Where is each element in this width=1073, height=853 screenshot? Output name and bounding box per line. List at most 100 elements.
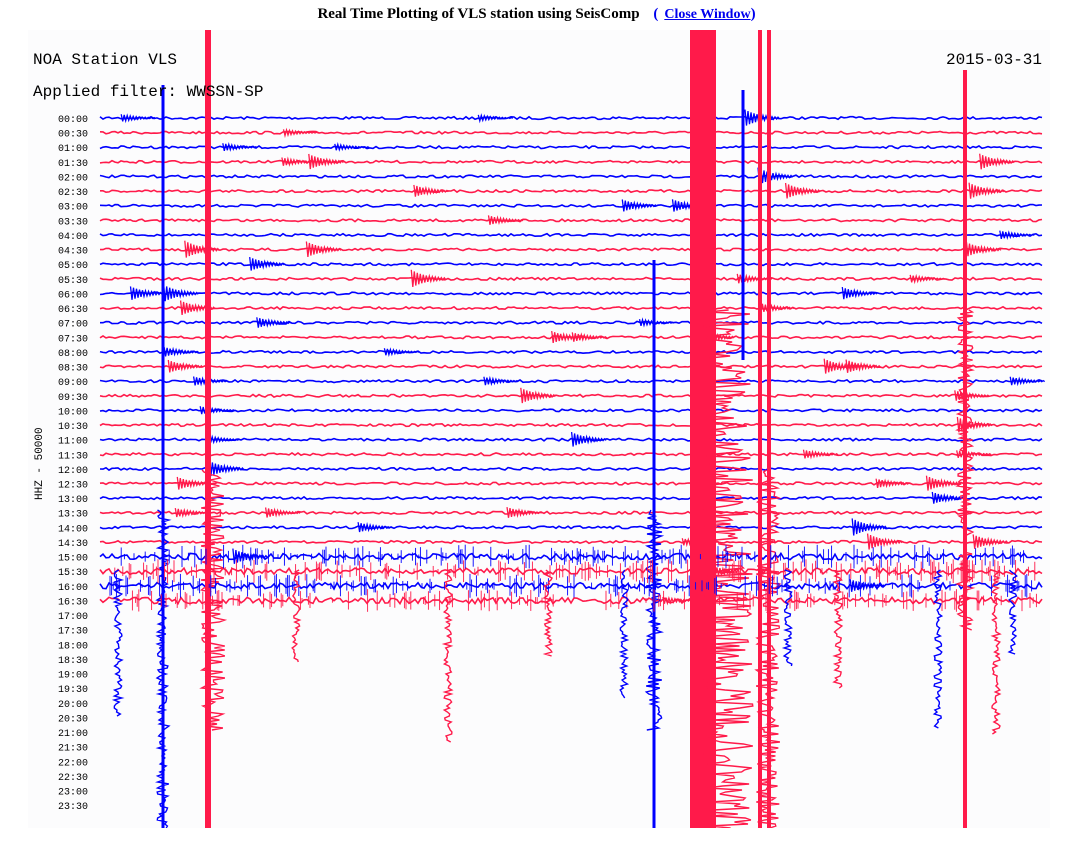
event-wiggle	[383, 347, 420, 358]
page-header: Real Time Plotting of VLS station using …	[0, 6, 1073, 23]
trace-line	[99, 305, 1043, 311]
row-label: 08:30	[58, 364, 88, 375]
row-label: 10:30	[58, 422, 88, 433]
trace-line	[99, 115, 1043, 121]
event-wiggle	[845, 359, 882, 373]
event-wiggle	[506, 507, 542, 519]
aftershock-trace	[781, 569, 793, 667]
row-label: 23:00	[58, 788, 88, 799]
row-label: 20:00	[58, 700, 88, 711]
trace-line	[99, 261, 1043, 267]
row-label: 09:30	[58, 393, 88, 404]
event-wiggle	[979, 153, 1015, 170]
trace-line	[100, 188, 1043, 194]
event-wiggle	[184, 240, 220, 258]
row-label: 12:00	[58, 466, 88, 477]
trace-line	[99, 203, 1043, 208]
row-label: 15:00	[58, 554, 88, 565]
trace-line	[99, 452, 1043, 457]
trace-line	[99, 495, 1043, 501]
row-label: 02:30	[58, 188, 88, 199]
trace-line	[99, 437, 1043, 442]
trace-group	[99, 109, 1046, 606]
burst-group	[109, 30, 1037, 828]
event-wiggle	[849, 579, 886, 592]
aftershock-trace	[542, 569, 555, 657]
row-label: 05:00	[58, 261, 88, 272]
event-column-coda	[754, 469, 782, 828]
event-wiggle	[520, 387, 556, 404]
row-label: 16:00	[58, 583, 88, 594]
event-wiggle	[410, 269, 447, 287]
row-label: 09:00	[58, 378, 88, 389]
row-label: 21:00	[58, 729, 88, 740]
event-wiggle	[638, 317, 675, 328]
trace-line	[99, 595, 1043, 606]
event-column	[758, 30, 762, 828]
event-wiggle	[621, 199, 658, 212]
trace-line	[99, 393, 1043, 399]
event-column-coda	[199, 469, 228, 731]
event-column-coda	[154, 509, 172, 828]
row-label: 04:00	[58, 232, 88, 243]
row-label-group: 00:00 00:30 01:00 01:30 02:00 02:30 03:00 03:30…	[58, 115, 88, 813]
trace-line	[99, 218, 1043, 223]
aftershock-trace	[618, 569, 630, 699]
event-wiggle	[222, 142, 258, 152]
event-wiggle	[129, 286, 166, 300]
row-label: 22:30	[58, 773, 88, 784]
event-wiggle	[866, 533, 903, 550]
close-paren: )	[750, 6, 756, 22]
trace-line	[99, 408, 1043, 413]
event-wiggle	[965, 242, 1002, 257]
row-label: 11:30	[58, 451, 88, 462]
row-label: 11:00	[58, 437, 88, 448]
aftershock-trace	[111, 569, 125, 717]
event-wiggle	[757, 167, 794, 185]
event-wiggle	[909, 273, 946, 285]
aftershock-trace	[990, 569, 1002, 735]
row-label: 21:30	[58, 744, 88, 755]
trace-line	[99, 566, 1043, 576]
open-paren: (	[653, 6, 659, 22]
trace-line	[99, 291, 1043, 296]
event-wiggle	[823, 358, 860, 374]
event-wiggle	[758, 302, 795, 313]
row-label: 19:00	[58, 671, 88, 682]
row-label: 06:00	[58, 290, 88, 301]
event-wiggle	[477, 113, 514, 124]
row-label: 01:00	[58, 144, 88, 155]
row-label: 07:00	[58, 320, 88, 331]
aftershock-trace	[832, 569, 844, 689]
event-wiggle	[784, 182, 821, 199]
row-label: 04:30	[58, 247, 88, 258]
aftershock-trace	[291, 569, 302, 663]
row-label: 16:30	[58, 597, 88, 608]
event-wiggle	[413, 184, 449, 197]
event-column	[205, 30, 211, 828]
event-wiggle	[205, 434, 242, 445]
aftershock-trace	[441, 569, 454, 743]
trace-line	[100, 320, 1043, 325]
event-wiggle	[483, 375, 519, 387]
event-wiggle	[956, 449, 992, 459]
event-wiggle	[1009, 376, 1046, 387]
event-column	[161, 85, 165, 828]
event-wiggle	[174, 507, 211, 519]
trace-line	[99, 349, 1043, 355]
trace-line	[99, 159, 1043, 165]
event-wiggle	[308, 153, 344, 170]
event-wiggle	[334, 142, 370, 152]
row-label: 03:30	[58, 217, 88, 228]
row-label: 13:00	[58, 495, 88, 506]
event-wiggle	[264, 507, 301, 518]
event-wiggle	[282, 127, 319, 139]
row-label: 07:30	[58, 334, 88, 345]
event-wiggle	[956, 416, 993, 433]
channel-label: HHZ - 50000	[34, 427, 46, 500]
close-window-link[interactable]: Close Window	[664, 7, 751, 22]
event-wiggle	[357, 521, 393, 533]
trace-line	[99, 378, 1043, 384]
event-wiggle	[167, 359, 204, 373]
row-label: 06:30	[58, 305, 88, 316]
